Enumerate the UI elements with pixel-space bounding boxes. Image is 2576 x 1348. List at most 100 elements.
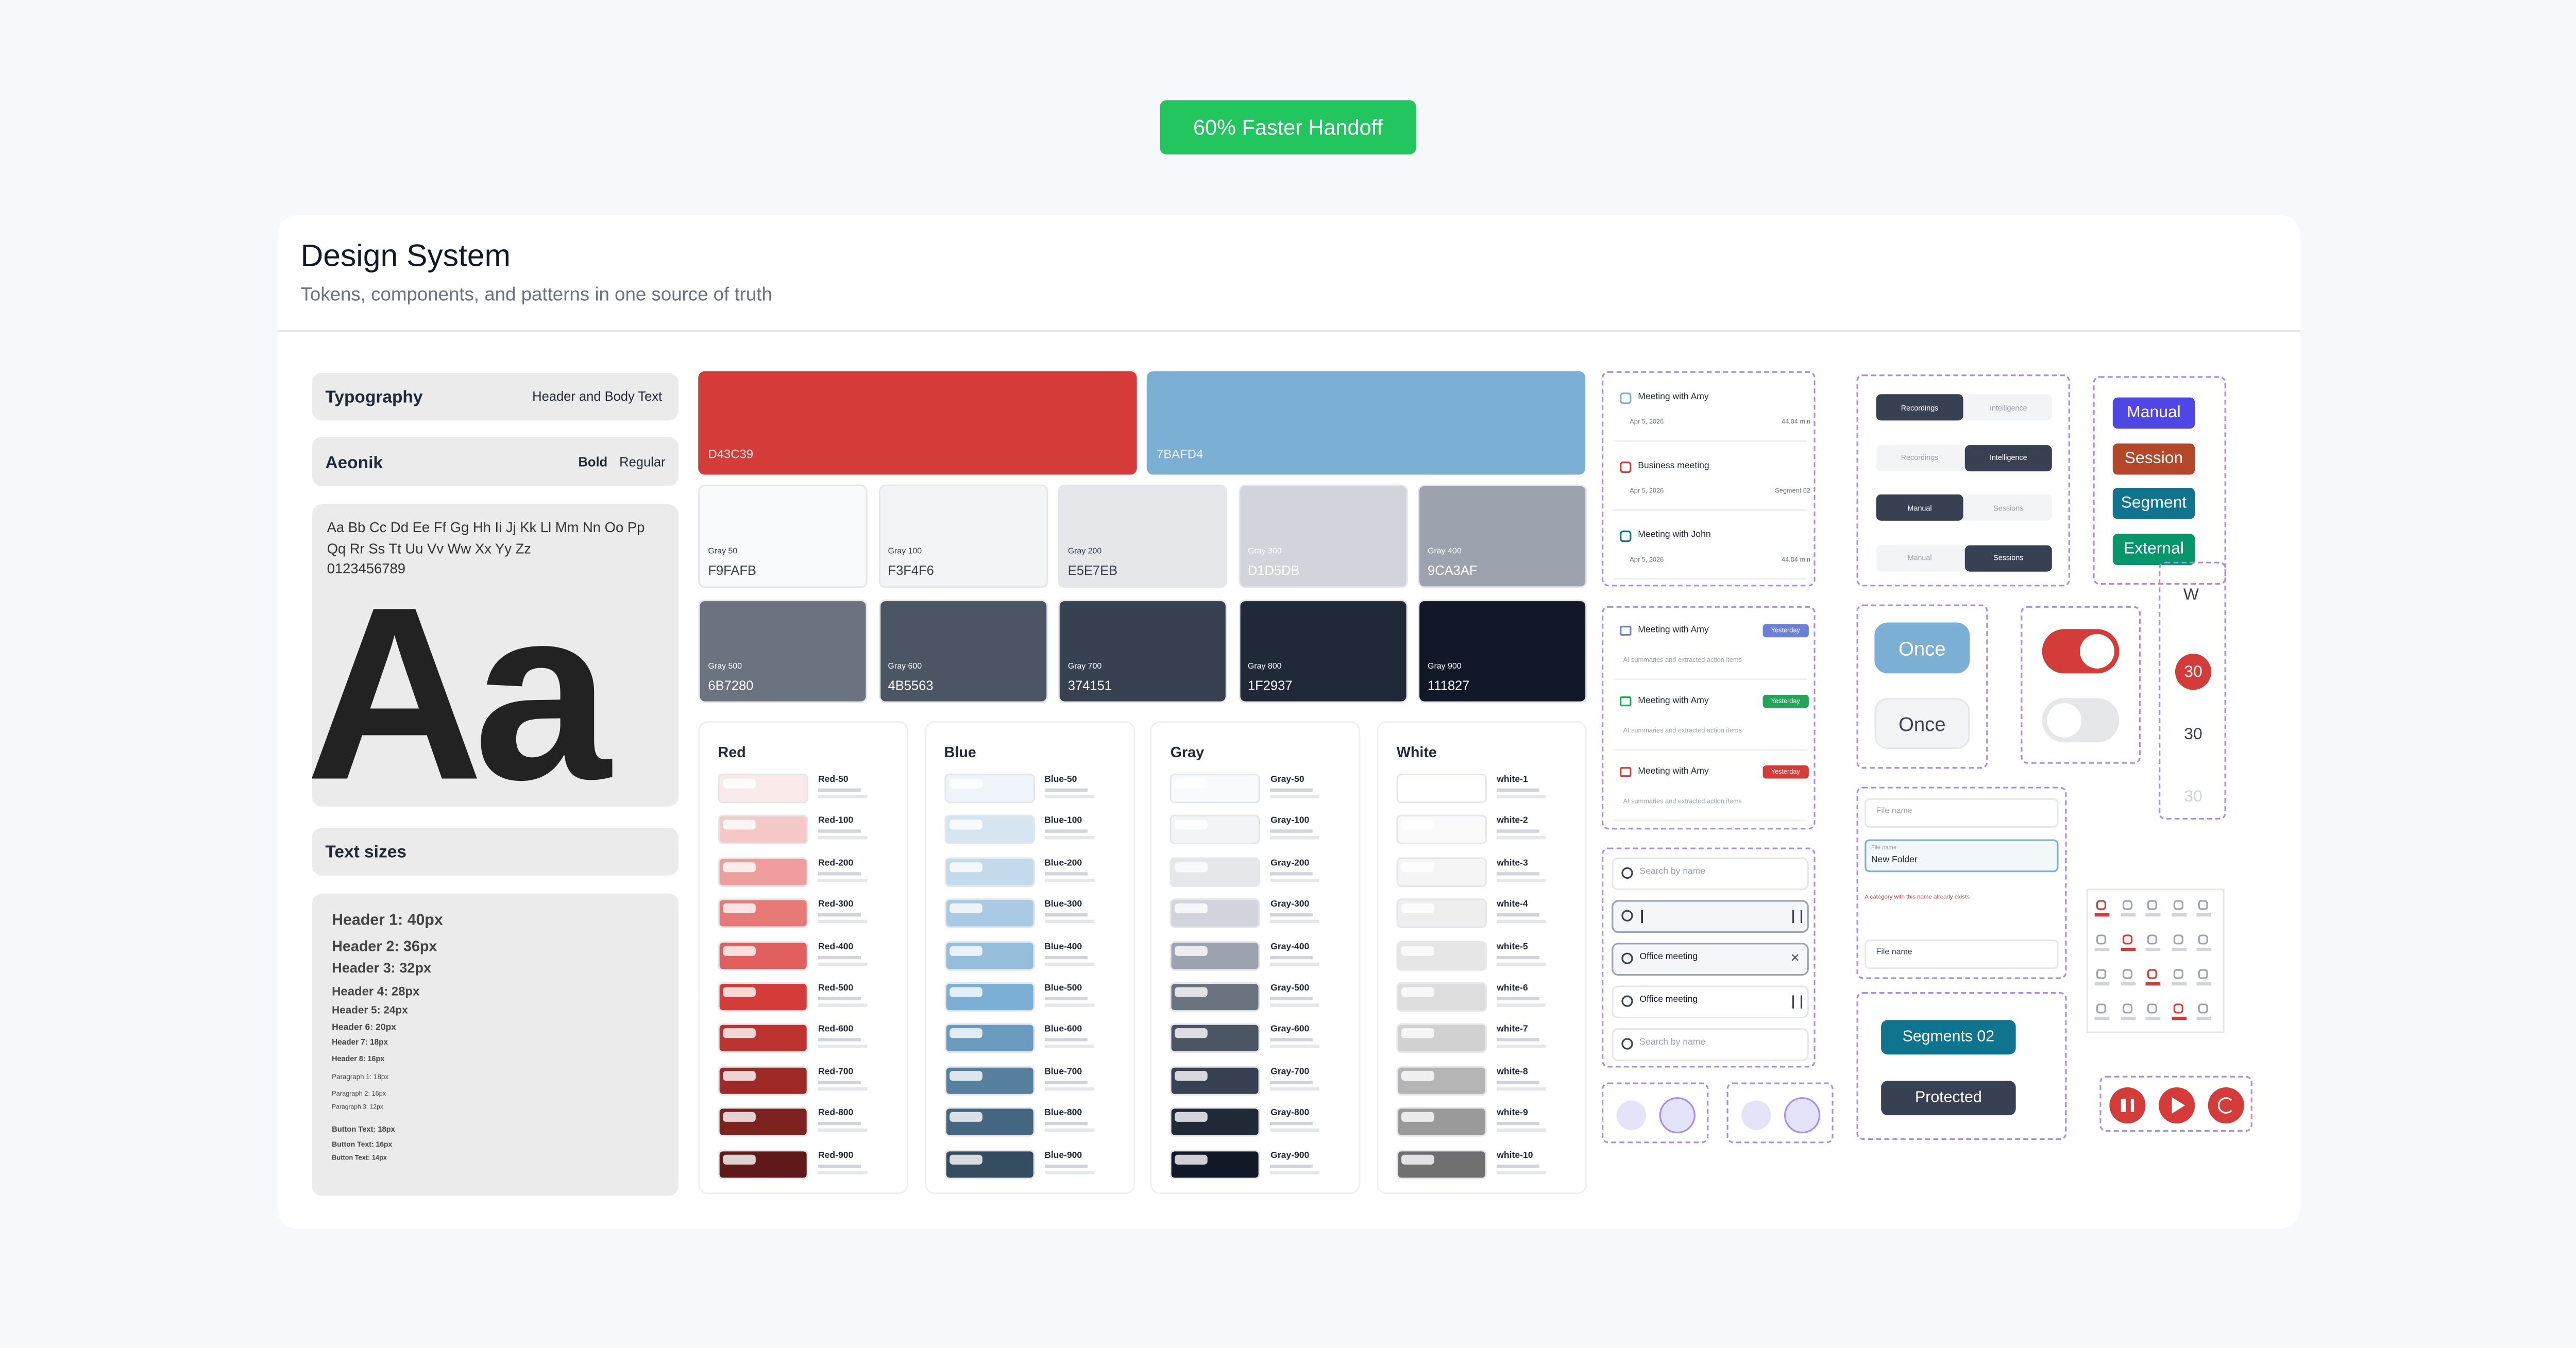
tab[interactable]: Sessions — [1964, 544, 2052, 571]
nav-icon[interactable] — [2198, 969, 2208, 979]
nav-icon[interactable] — [2198, 1003, 2208, 1014]
nav-label — [2171, 913, 2186, 916]
nav-icon[interactable] — [2096, 900, 2107, 910]
swatch-name: Gray 900 — [1428, 662, 1462, 672]
nav-icon[interactable] — [2198, 900, 2208, 910]
section-title: Text sizes — [325, 842, 406, 863]
tag-button[interactable]: Manual — [2112, 397, 2195, 429]
shade-meta — [1497, 1087, 1546, 1090]
shade-meta — [1497, 1080, 1540, 1084]
record-button[interactable] — [2208, 1087, 2244, 1124]
tab[interactable]: Manual — [1876, 494, 1963, 521]
wave-button[interactable] — [1784, 1097, 1821, 1134]
tab[interactable]: Manual — [1907, 553, 1932, 562]
tab[interactable]: Sessions — [1993, 503, 2024, 512]
tab[interactable]: Intelligence — [1964, 444, 2052, 471]
file-input[interactable]: File name — [1865, 798, 2059, 828]
nav-icon[interactable] — [2147, 1003, 2157, 1014]
badge-button[interactable]: 60% Faster Handoff — [1160, 100, 1416, 155]
tab[interactable]: Intelligence — [1989, 403, 2027, 412]
page-title: Design System — [300, 240, 511, 275]
record-button[interactable] — [2159, 1087, 2195, 1124]
chip-button[interactable]: Segments 02 — [1881, 1020, 2016, 1055]
nav-icon[interactable] — [2122, 900, 2132, 910]
nav-icon[interactable] — [2198, 934, 2208, 945]
search-input[interactable]: Search by name — [1612, 1028, 1809, 1061]
meeting-card[interactable]: Business meeting Apr 5, 2026 Segment 02 — [1613, 452, 1810, 511]
chip-time — [1401, 1070, 1435, 1081]
once-button[interactable]: Once — [1874, 698, 1970, 749]
shade-chip — [944, 940, 1035, 970]
shade-name: Blue-400 — [1044, 942, 1082, 952]
nav-icon[interactable] — [2096, 934, 2107, 945]
shade-name: Red-400 — [818, 942, 854, 952]
nav-icon[interactable] — [2096, 969, 2107, 979]
nav-icon[interactable] — [2122, 969, 2132, 979]
shade-chip — [1170, 1065, 1261, 1096]
component-group: W 30 30 30 — [2159, 561, 2226, 820]
nav-icon[interactable] — [2122, 1003, 2132, 1014]
pause-icon — [2130, 1099, 2134, 1112]
color-swatch: Gray 100 F3F4F6 — [878, 484, 1047, 588]
tag-button[interactable]: External — [2112, 533, 2195, 565]
shade-meta — [1270, 1038, 1314, 1042]
color-swatch: Gray 600 4B5563 — [878, 599, 1047, 703]
toggle[interactable] — [2042, 698, 2120, 743]
shade-meta — [818, 1122, 861, 1125]
tab[interactable]: Recordings — [1876, 394, 1963, 421]
meeting-title: Business meeting — [1638, 462, 1709, 472]
shade-meta — [818, 795, 868, 798]
summary-card[interactable]: Meeting with Amy Yesterday AI summaries an… — [1613, 618, 1808, 680]
nav-icon[interactable] — [2173, 1003, 2183, 1014]
file-input[interactable]: File name — [1865, 939, 2059, 969]
text-size-item: Button Text: 18px — [332, 1125, 395, 1134]
type-sample: Aa — [312, 555, 611, 807]
text-size-item: Header 3: 32px — [332, 959, 432, 976]
meeting-card[interactable]: Meeting with Amy Apr 5, 2026 44.04 min — [1613, 383, 1810, 442]
search-input[interactable]: Office meeting × — [1612, 943, 1809, 976]
summary-card[interactable]: Meeting with Amy Yesterday AI summaries an… — [1613, 759, 1808, 822]
file-input[interactable]: File name New Folder — [1865, 839, 2059, 873]
search-input[interactable]: Office meeting — [1612, 985, 1809, 1019]
shade-name: Gray-100 — [1270, 817, 1310, 827]
summary-card[interactable]: Meeting with Amy Yesterday AI summaries an… — [1613, 688, 1808, 751]
color-swatch: D43C39 — [698, 371, 1137, 475]
tag-button[interactable]: Segment — [2112, 488, 2195, 519]
day-cell[interactable]: 30 — [2184, 725, 2202, 743]
toggle[interactable] — [2042, 629, 2120, 674]
color-swatch: Gray 300 D1D5DB — [1238, 484, 1408, 588]
shade-meta — [818, 1038, 861, 1042]
pause-icon — [2121, 1099, 2125, 1112]
once-button[interactable]: Once — [1874, 622, 1970, 674]
shade-name: Blue-500 — [1044, 984, 1082, 994]
play-button[interactable] — [1616, 1100, 1647, 1130]
shade-meta — [1270, 920, 1320, 924]
nav-icon[interactable] — [2122, 934, 2132, 945]
day-cell[interactable]: 30 — [2184, 788, 2202, 806]
nav-icon[interactable] — [2173, 934, 2183, 945]
chip-time — [723, 862, 756, 872]
nav-icon[interactable] — [2147, 969, 2157, 979]
shade-meta — [818, 955, 861, 959]
nav-label — [2094, 947, 2110, 950]
play-button[interactable] — [1741, 1100, 1771, 1130]
tab[interactable]: Recordings — [1901, 453, 1939, 462]
nav-icon[interactable] — [2147, 934, 2157, 945]
day-cell[interactable]: 30 — [2175, 654, 2212, 690]
meeting-card[interactable]: Meeting with John Apr 5, 2026 44.04 min — [1613, 521, 1810, 580]
tag-button[interactable]: Session — [2112, 442, 2195, 474]
nav-icon[interactable] — [2096, 1003, 2107, 1014]
chip-button[interactable]: Protected — [1881, 1081, 2016, 1116]
wave-button[interactable] — [1659, 1097, 1696, 1134]
nav-icon[interactable] — [2173, 900, 2183, 910]
nav-icon[interactable] — [2147, 900, 2157, 910]
shade-name: Blue-300 — [1044, 900, 1082, 911]
shade-chip — [718, 1065, 808, 1096]
tab-group: Manual Sessions — [1876, 494, 2052, 521]
search-input[interactable] — [1612, 900, 1809, 933]
record-button[interactable] — [2109, 1087, 2146, 1124]
shade-meta — [1270, 1080, 1314, 1084]
nav-icon[interactable] — [2173, 969, 2183, 979]
search-input[interactable]: Search by name — [1612, 857, 1809, 891]
text-size-item: Header 5: 24px — [332, 1005, 408, 1017]
